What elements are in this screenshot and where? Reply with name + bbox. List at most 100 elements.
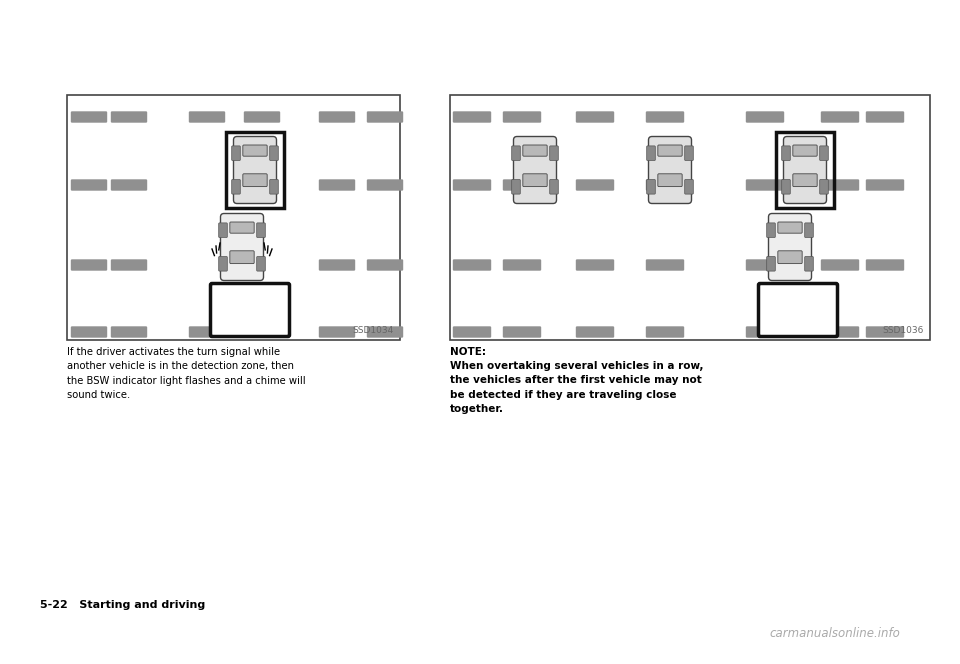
FancyBboxPatch shape — [244, 326, 280, 338]
FancyBboxPatch shape — [231, 179, 240, 194]
FancyBboxPatch shape — [512, 146, 520, 161]
FancyBboxPatch shape — [576, 326, 614, 338]
FancyBboxPatch shape — [658, 145, 683, 156]
FancyBboxPatch shape — [647, 146, 656, 161]
FancyBboxPatch shape — [746, 112, 784, 123]
FancyBboxPatch shape — [110, 260, 147, 271]
FancyBboxPatch shape — [658, 174, 683, 187]
FancyBboxPatch shape — [71, 179, 108, 191]
FancyBboxPatch shape — [514, 137, 557, 203]
FancyBboxPatch shape — [71, 326, 108, 338]
FancyBboxPatch shape — [367, 112, 403, 123]
FancyBboxPatch shape — [219, 223, 228, 238]
FancyBboxPatch shape — [270, 179, 278, 194]
FancyBboxPatch shape — [778, 251, 803, 264]
FancyBboxPatch shape — [793, 145, 817, 156]
FancyBboxPatch shape — [503, 112, 541, 123]
FancyBboxPatch shape — [319, 326, 355, 338]
FancyBboxPatch shape — [821, 112, 859, 123]
FancyBboxPatch shape — [453, 326, 492, 338]
FancyBboxPatch shape — [244, 112, 280, 123]
Text: If the driver activates the turn signal while
another vehicle is in the detectio: If the driver activates the turn signal … — [67, 347, 305, 400]
FancyBboxPatch shape — [523, 174, 547, 187]
FancyBboxPatch shape — [758, 284, 837, 337]
FancyBboxPatch shape — [71, 112, 108, 123]
FancyBboxPatch shape — [821, 326, 859, 338]
FancyBboxPatch shape — [684, 146, 693, 161]
FancyBboxPatch shape — [783, 137, 827, 203]
Text: SSD1034: SSD1034 — [352, 326, 394, 335]
Bar — [67, 95, 400, 340]
Bar — [226, 132, 284, 208]
FancyBboxPatch shape — [221, 214, 263, 280]
FancyBboxPatch shape — [71, 260, 108, 271]
FancyBboxPatch shape — [503, 179, 541, 191]
FancyBboxPatch shape — [746, 326, 784, 338]
Text: SSD1036: SSD1036 — [882, 326, 924, 335]
FancyBboxPatch shape — [319, 112, 355, 123]
FancyBboxPatch shape — [503, 260, 541, 271]
FancyBboxPatch shape — [210, 284, 290, 337]
FancyBboxPatch shape — [110, 179, 147, 191]
FancyBboxPatch shape — [233, 137, 276, 203]
Text: 5-22   Starting and driving: 5-22 Starting and driving — [40, 600, 205, 610]
FancyBboxPatch shape — [767, 223, 776, 238]
FancyBboxPatch shape — [453, 112, 492, 123]
Text: When overtaking several vehicles in a row,
the vehicles after the first vehicle : When overtaking several vehicles in a ro… — [450, 361, 704, 414]
FancyBboxPatch shape — [110, 112, 147, 123]
FancyBboxPatch shape — [243, 174, 267, 187]
FancyBboxPatch shape — [576, 260, 614, 271]
FancyBboxPatch shape — [804, 223, 813, 238]
FancyBboxPatch shape — [367, 260, 403, 271]
Text: carmanualsonline.info: carmanualsonline.info — [769, 627, 900, 640]
FancyBboxPatch shape — [550, 179, 559, 194]
FancyBboxPatch shape — [821, 179, 859, 191]
FancyBboxPatch shape — [646, 326, 684, 338]
FancyBboxPatch shape — [866, 112, 904, 123]
FancyBboxPatch shape — [367, 326, 403, 338]
FancyBboxPatch shape — [746, 260, 784, 271]
FancyBboxPatch shape — [866, 260, 904, 271]
FancyBboxPatch shape — [243, 145, 267, 156]
FancyBboxPatch shape — [256, 256, 265, 271]
FancyBboxPatch shape — [781, 146, 790, 161]
FancyBboxPatch shape — [769, 214, 811, 280]
Text: NOTE:: NOTE: — [450, 347, 486, 357]
FancyBboxPatch shape — [453, 179, 492, 191]
FancyBboxPatch shape — [550, 146, 559, 161]
FancyBboxPatch shape — [781, 179, 790, 194]
Bar — [776, 132, 834, 208]
FancyBboxPatch shape — [523, 145, 547, 156]
FancyBboxPatch shape — [866, 179, 904, 191]
FancyBboxPatch shape — [820, 179, 828, 194]
Bar — [450, 95, 930, 340]
FancyBboxPatch shape — [646, 179, 684, 191]
FancyBboxPatch shape — [866, 326, 904, 338]
FancyBboxPatch shape — [746, 179, 784, 191]
FancyBboxPatch shape — [231, 146, 240, 161]
FancyBboxPatch shape — [820, 146, 828, 161]
FancyBboxPatch shape — [256, 223, 265, 238]
FancyBboxPatch shape — [778, 222, 803, 233]
FancyBboxPatch shape — [453, 260, 492, 271]
FancyBboxPatch shape — [319, 260, 355, 271]
FancyBboxPatch shape — [512, 179, 520, 194]
FancyBboxPatch shape — [647, 179, 656, 194]
FancyBboxPatch shape — [229, 251, 254, 264]
FancyBboxPatch shape — [319, 179, 355, 191]
FancyBboxPatch shape — [804, 256, 813, 271]
FancyBboxPatch shape — [821, 260, 859, 271]
FancyBboxPatch shape — [684, 179, 693, 194]
FancyBboxPatch shape — [219, 256, 228, 271]
FancyBboxPatch shape — [189, 326, 226, 338]
FancyBboxPatch shape — [576, 112, 614, 123]
FancyBboxPatch shape — [767, 256, 776, 271]
FancyBboxPatch shape — [229, 222, 254, 233]
FancyBboxPatch shape — [646, 260, 684, 271]
FancyBboxPatch shape — [646, 112, 684, 123]
FancyBboxPatch shape — [189, 112, 226, 123]
FancyBboxPatch shape — [503, 326, 541, 338]
FancyBboxPatch shape — [576, 179, 614, 191]
FancyBboxPatch shape — [649, 137, 691, 203]
FancyBboxPatch shape — [270, 146, 278, 161]
